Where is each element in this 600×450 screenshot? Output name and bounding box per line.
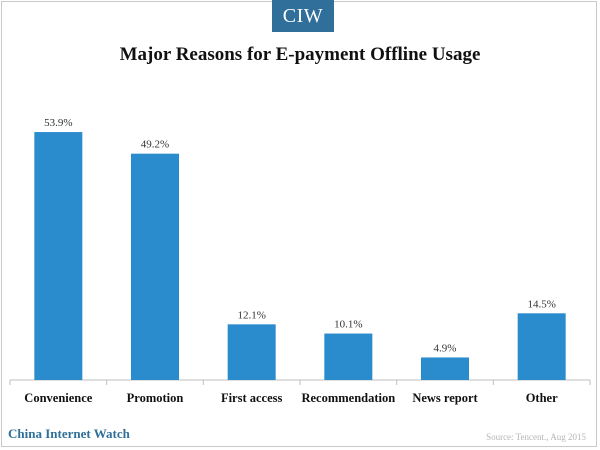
value-labels-group: 53.9% 49.2% 12.1% 10.1% 4.9% 14.5% [44,117,556,354]
bar-promotion [131,153,179,380]
category-labels-group: Convenience Promotion First access Recommen… [24,391,558,405]
footer-brand: China Internet Watch [8,426,130,441]
bar-first-access [227,324,276,380]
value-label: 10.1% [334,319,362,331]
category-label: Recommendation [301,391,395,405]
bar-news-report [421,357,469,380]
category-label: News report [412,391,478,405]
value-label: 53.9% [44,117,72,129]
category-label: Promotion [127,391,184,405]
category-label: Convenience [24,391,93,405]
bar-convenience [34,132,83,380]
brand-badge: CIW [272,0,334,32]
bar-recommendation [324,333,373,380]
category-label: Other [526,391,558,405]
category-label: First access [221,391,283,405]
bars-group [9,132,591,385]
chart-title: Major Reasons for E-payment Offline Usag… [119,44,481,65]
value-label: 14.5% [527,298,555,310]
value-label: 12.1% [237,309,265,321]
source-note: Source: Tencent., Aug 2015 [486,432,586,442]
bar-other [517,313,566,380]
value-label: 4.9% [434,342,457,354]
value-label: 49.2% [141,139,169,151]
